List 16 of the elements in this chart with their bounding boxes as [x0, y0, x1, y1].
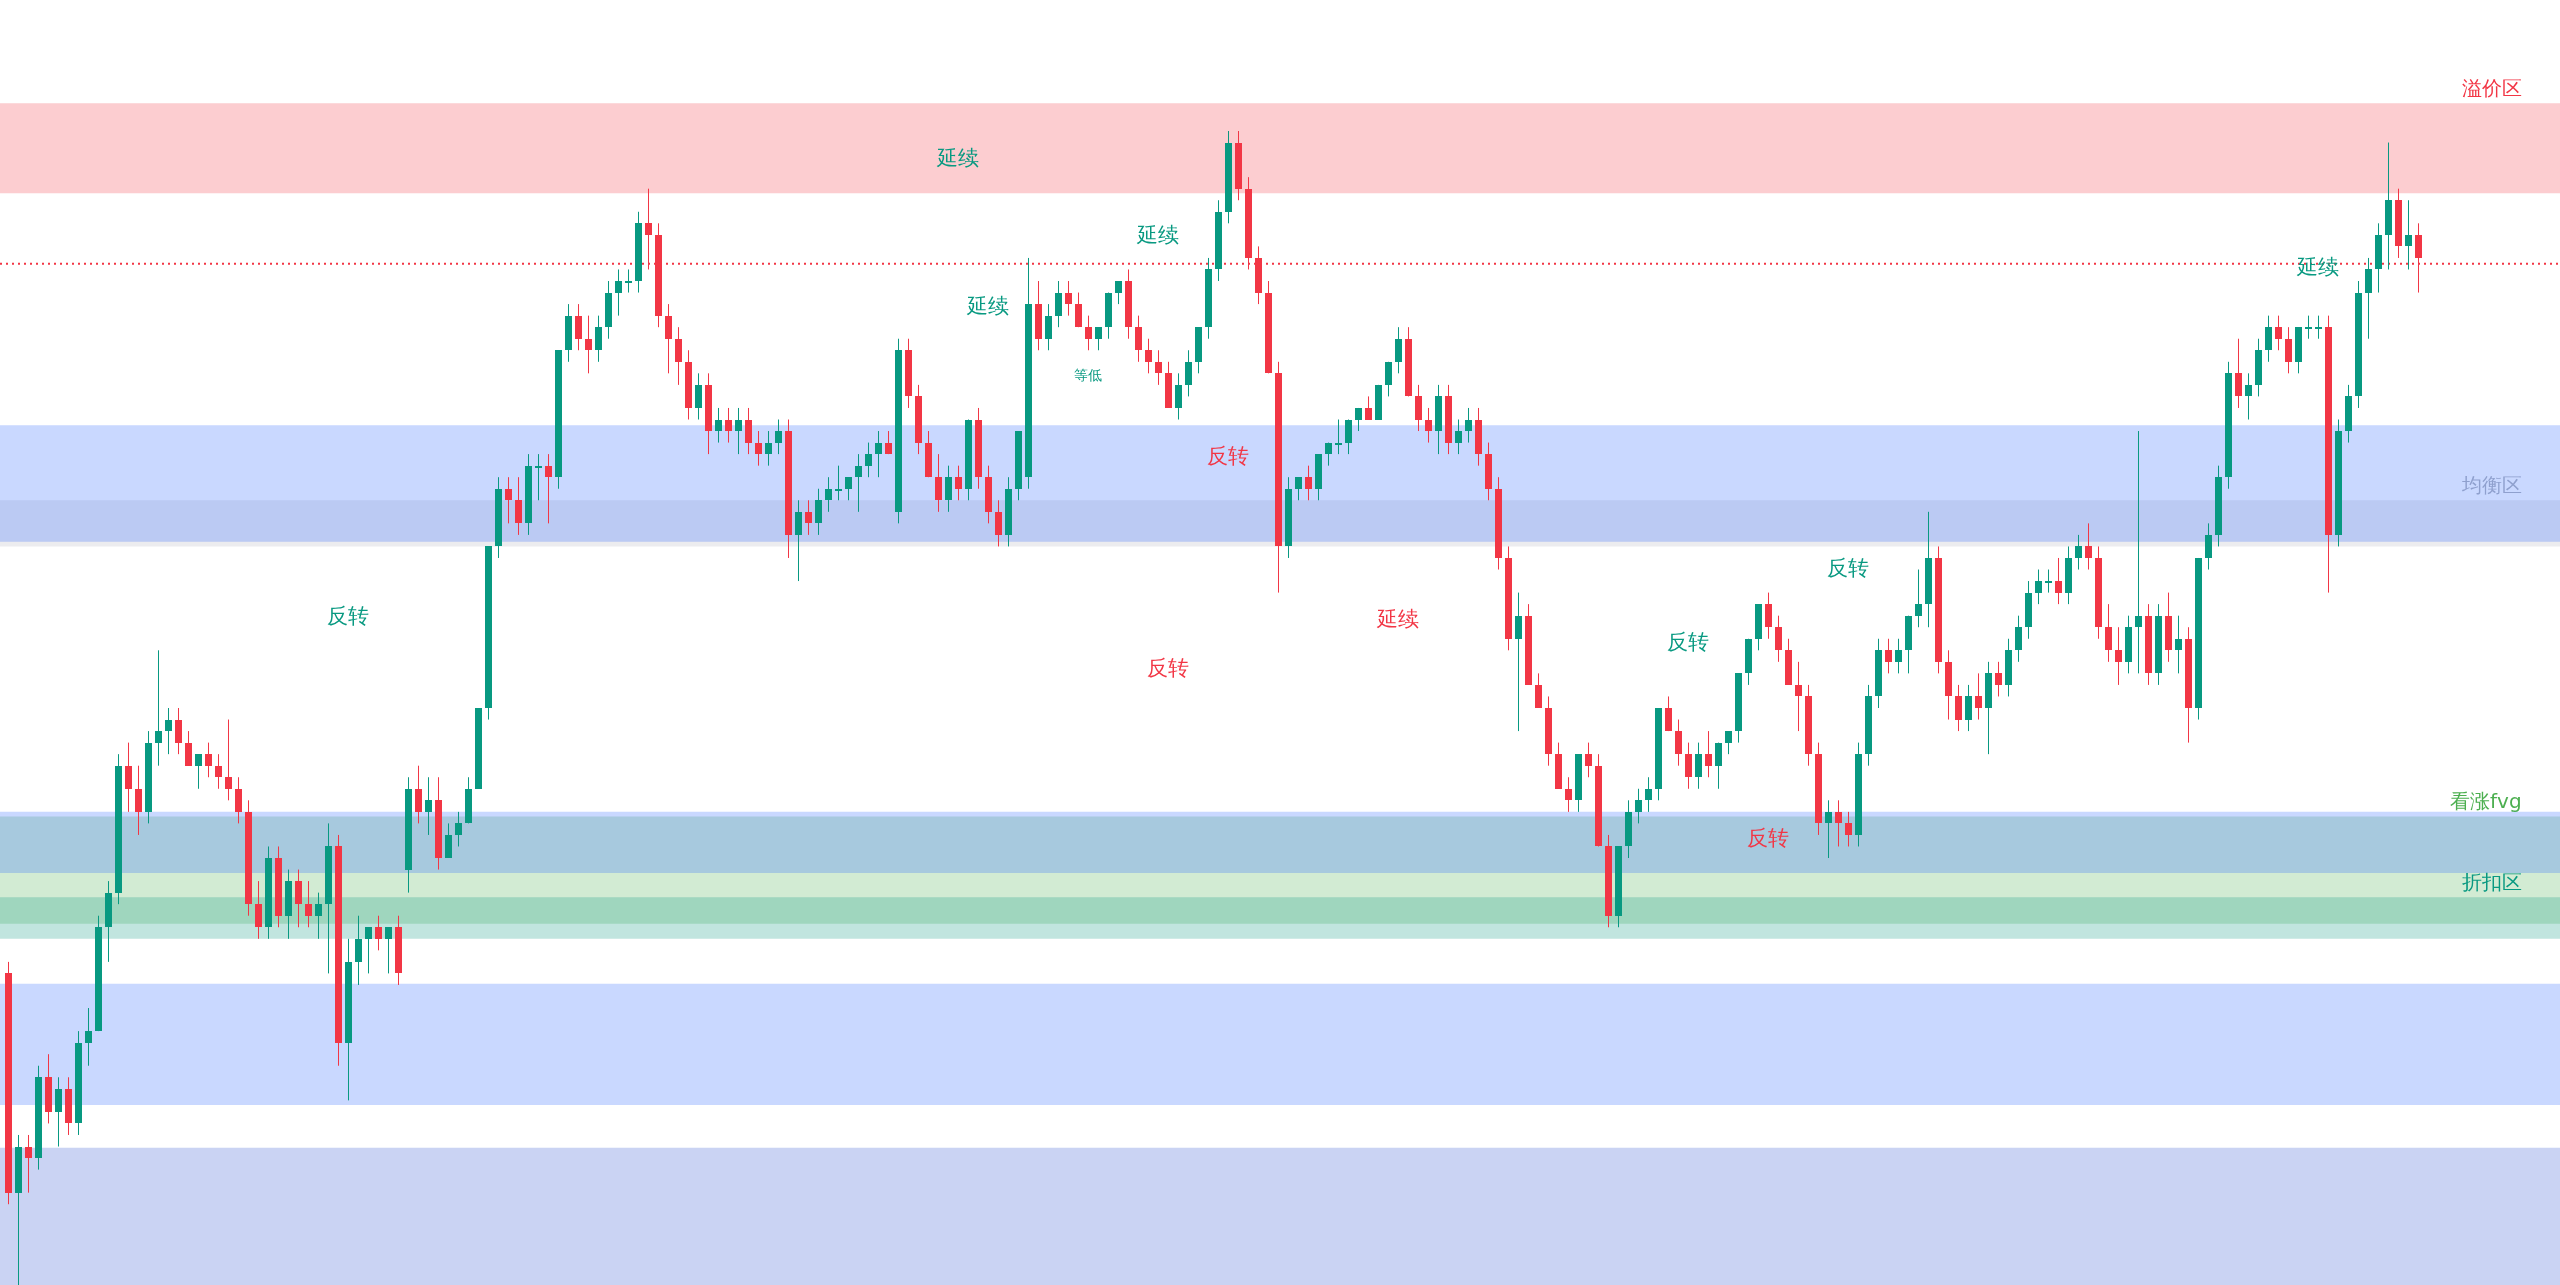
band-label: 看涨fvg — [2450, 789, 2522, 814]
band-label: 均衡区 — [2460, 473, 2522, 498]
annotation: 延续 — [1376, 607, 1419, 632]
annotation: 延续 — [2296, 255, 2339, 280]
annotation: 延续 — [966, 294, 1009, 319]
annotation: 等低 — [1074, 367, 1102, 384]
annotation: 延续 — [936, 145, 979, 170]
annotation: 反转 — [1667, 630, 1709, 655]
annotation: 反转 — [327, 603, 369, 628]
annotation: 反转 — [1207, 444, 1249, 469]
annotation: 反转 — [1827, 556, 1869, 581]
annotation: 反转 — [1747, 826, 1789, 851]
annotation: 反转 — [1147, 655, 1189, 680]
band-label: 折扣区 — [2461, 870, 2522, 895]
annotation: 延续 — [1136, 222, 1179, 247]
band-label: 溢价区 — [2461, 76, 2522, 101]
